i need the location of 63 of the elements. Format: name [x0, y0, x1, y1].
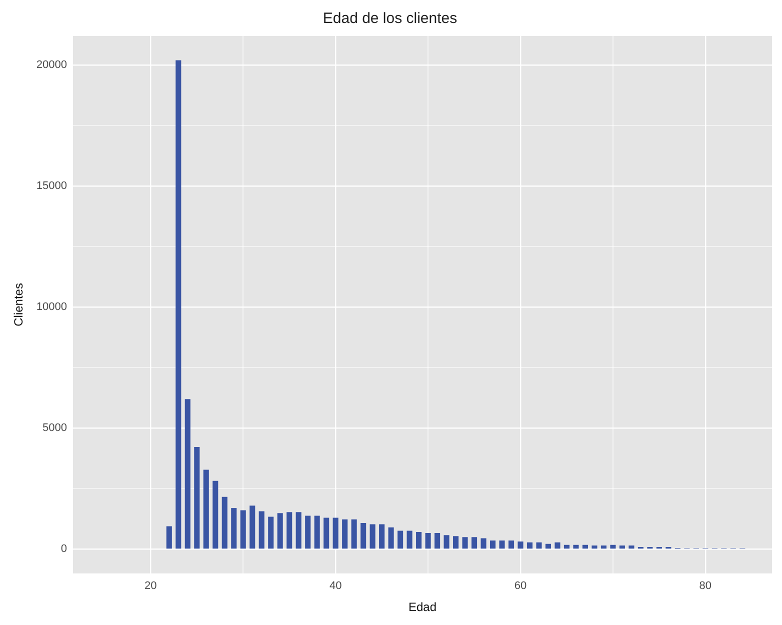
bar	[499, 540, 505, 549]
bar	[222, 496, 228, 549]
bar	[628, 546, 634, 549]
bar	[203, 470, 209, 549]
bar	[314, 516, 320, 549]
bar	[592, 546, 598, 549]
y-tick-label: 20000	[36, 59, 67, 72]
bar	[268, 516, 274, 549]
bar	[388, 527, 394, 549]
x-axis-title: Edad	[408, 600, 437, 614]
bar	[518, 541, 524, 549]
y-tick-label: 10000	[36, 301, 67, 314]
bar	[480, 538, 486, 549]
bar	[573, 544, 579, 549]
chart-title: Edad de los clientes	[322, 10, 458, 28]
bar	[360, 523, 366, 549]
bar	[490, 540, 496, 549]
bar	[444, 535, 450, 549]
x-tick-label: 20	[144, 580, 157, 592]
bar	[296, 512, 302, 549]
x-tick-label: 60	[514, 580, 527, 592]
bar	[536, 542, 542, 549]
bar	[277, 513, 283, 549]
bar	[554, 542, 560, 549]
bar	[416, 532, 422, 549]
bar	[472, 537, 478, 549]
y-tick-label: 5000	[42, 422, 67, 434]
bar	[379, 524, 385, 549]
x-tick-label: 40	[329, 580, 342, 592]
bar	[610, 544, 616, 549]
bar	[231, 508, 237, 549]
bar	[250, 506, 256, 549]
bar	[398, 530, 404, 549]
bar	[545, 544, 552, 549]
bar	[184, 399, 190, 549]
bar	[582, 544, 588, 549]
bar	[564, 544, 570, 549]
bar	[462, 537, 468, 549]
bar	[434, 532, 440, 549]
bar	[286, 512, 292, 549]
bar	[619, 546, 625, 549]
y-axis-title: Clientes	[12, 283, 26, 326]
bar	[176, 60, 182, 549]
bar	[324, 518, 330, 549]
bar	[194, 447, 200, 549]
bar	[212, 480, 218, 549]
bar	[166, 526, 172, 549]
y-tick-label: 15000	[36, 180, 67, 192]
x-tick-label: 80	[699, 580, 712, 592]
y-tick-label: 0	[60, 543, 67, 556]
bar	[258, 511, 264, 549]
bar	[453, 536, 459, 549]
bar	[425, 532, 431, 549]
bar	[332, 518, 338, 549]
bar	[305, 516, 311, 549]
bar	[526, 542, 533, 549]
bar	[406, 530, 412, 549]
bar	[508, 540, 514, 549]
bar	[342, 519, 348, 549]
bar	[370, 524, 376, 549]
bar	[351, 519, 357, 549]
bar	[600, 546, 606, 549]
bar	[240, 510, 246, 549]
